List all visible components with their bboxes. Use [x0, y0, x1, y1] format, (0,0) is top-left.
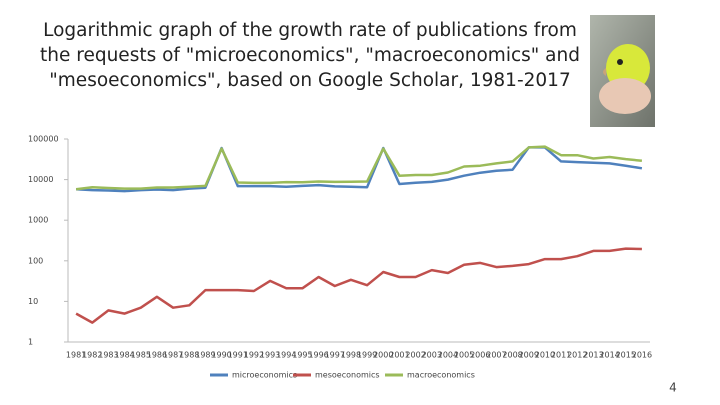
- y-tick-label: 1000: [28, 216, 48, 225]
- y-tick-label: 1: [28, 338, 33, 347]
- x-tick-label: 1988: [179, 351, 199, 360]
- legend-label: mesoeconomics: [315, 371, 380, 380]
- x-tick-label: 1999: [357, 351, 377, 360]
- x-tick-label: 1987: [163, 351, 183, 360]
- y-tick-label: 100000: [28, 135, 59, 144]
- series-line: [75, 247, 642, 324]
- x-tick-label: 1992: [244, 351, 264, 360]
- x-tick-label: 2015: [616, 351, 636, 360]
- photo: [590, 15, 655, 127]
- x-tick-label: 1990: [211, 351, 231, 360]
- legend-label: macroeconomics: [407, 371, 475, 380]
- x-tick-label: 2003: [422, 351, 442, 360]
- x-tick-label: 1991: [228, 351, 248, 360]
- x-tick-label: 1996: [308, 351, 328, 360]
- x-tick-label: 2009: [519, 351, 539, 360]
- x-tick-label: 1993: [260, 351, 280, 360]
- x-tick-label: 1981: [66, 351, 86, 360]
- x-tick-label: 1986: [147, 351, 167, 360]
- x-tick-label: 2001: [389, 351, 409, 360]
- x-tick-label: 2008: [502, 351, 522, 360]
- x-tick-label: 1983: [98, 351, 118, 360]
- series-line: [75, 145, 643, 191]
- series-line: [76, 146, 643, 193]
- x-tick-label: 1985: [131, 351, 151, 360]
- x-tick-label: 2013: [583, 351, 603, 360]
- x-tick-label: 2002: [405, 351, 425, 360]
- y-tick-label: 10: [28, 297, 38, 306]
- x-tick-label: 1984: [114, 351, 134, 360]
- x-tick-label: 1998: [341, 351, 361, 360]
- y-tick-label: 100: [28, 256, 43, 265]
- legend-label: microeconomics: [232, 371, 297, 380]
- x-tick-label: 1994: [276, 351, 296, 360]
- x-tick-label: 1997: [325, 351, 345, 360]
- x-tick-label: 2004: [438, 351, 458, 360]
- y-tick-label: 10000: [28, 175, 53, 184]
- x-tick-label: 2011: [551, 351, 571, 360]
- chart-title: Logarithmic graph of the growth rate of …: [40, 20, 580, 91]
- x-tick-label: 1989: [195, 351, 215, 360]
- x-tick-label: 1982: [82, 351, 102, 360]
- x-tick-label: 2014: [599, 351, 619, 360]
- x-tick-label: 2016: [632, 351, 652, 360]
- x-tick-label: 2010: [535, 351, 555, 360]
- x-tick-label: 1995: [292, 351, 312, 360]
- x-tick-label: 2005: [454, 351, 474, 360]
- page-number: 4: [669, 381, 677, 395]
- x-tick-label: 2006: [470, 351, 490, 360]
- x-tick-label: 2012: [567, 351, 587, 360]
- x-tick-label: 2000: [373, 351, 393, 360]
- x-tick-label: 2007: [486, 351, 506, 360]
